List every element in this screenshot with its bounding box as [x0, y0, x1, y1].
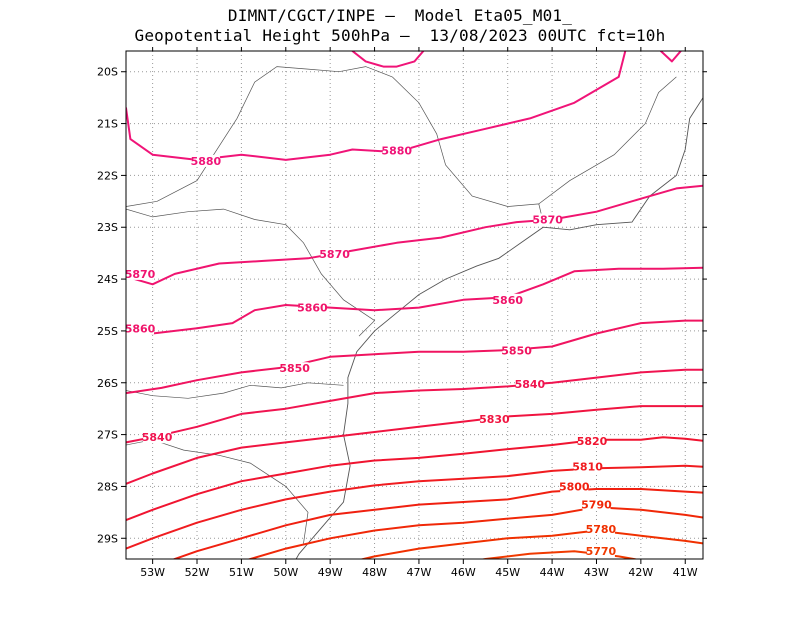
contour-label-bg: [320, 248, 349, 261]
contour-label-5870: 5870: [319, 248, 350, 261]
contour-label-bg: [382, 144, 411, 157]
contour-label-bg: [298, 301, 327, 314]
contour-label-bg: [515, 377, 544, 390]
y-tick-label: 22S: [97, 169, 118, 182]
contour-label-bg: [493, 293, 522, 306]
contour-line-5880: [659, 51, 682, 63]
x-tick-label: 48W: [362, 566, 387, 579]
plot-frame: [125, 50, 704, 560]
contour-label-bg: [480, 413, 509, 426]
plot-area: [126, 51, 703, 559]
x-tick-label: 41W: [673, 566, 698, 579]
contour-line-5790: [246, 506, 703, 559]
contour-label-bg: [502, 344, 531, 357]
x-tick-label: 53W: [140, 566, 165, 579]
contour-line-5830: [126, 405, 703, 485]
y-tick-label: 21S: [97, 118, 118, 131]
x-tick-label: 50W: [273, 566, 298, 579]
x-tick-label: 51W: [229, 566, 254, 579]
state-border: [538, 76, 677, 205]
contour-line-5770: [479, 550, 640, 559]
x-tick-label: 45W: [495, 566, 520, 579]
contour-label-bg: [126, 267, 154, 280]
contour-line-5800: [171, 488, 703, 559]
state-border: [392, 76, 544, 223]
contour-label-bg: [578, 434, 607, 447]
y-tick-label: 26S: [97, 377, 118, 390]
contour-line-5810: [126, 464, 703, 550]
contour-line-5880: [351, 51, 425, 68]
contour-line-5780: [359, 529, 703, 559]
contour-label-5860: 5860: [297, 302, 328, 315]
x-tick-label: 46W: [451, 566, 476, 579]
state-border: [126, 382, 344, 399]
contour-label-5820: 5820: [577, 435, 608, 448]
contour-line-5880: [126, 51, 627, 161]
contour-label-5850: 5850: [501, 345, 532, 358]
y-tick-label: 28S: [97, 480, 118, 493]
contour-label-5770: 5770: [586, 545, 617, 558]
contour-line-5860: [126, 266, 703, 335]
contour-label-5800: 5800: [559, 480, 590, 493]
contour-line-5870: [126, 184, 703, 286]
contour-label-5870: 5870: [532, 213, 563, 226]
y-axis: 20S 21S 22S 23S 24S 25S 26S 27S 28S 29S: [97, 66, 707, 545]
y-tick-label: 23S: [97, 221, 118, 234]
x-tick-label: 42W: [628, 566, 653, 579]
contour-line-5820: [126, 436, 703, 522]
contour-label-5860: 5860: [125, 322, 156, 335]
contour-label-bg: [582, 498, 611, 511]
state-border: [126, 208, 376, 337]
x-axis: 53W 52W 51W 50W 49W 48W 47W 46W 45W 44W 43W 42W 41W: [140, 47, 698, 579]
contour-labels: 5880 5880 5870 5870 5870 5860 5860 5860 5850 5850…: [125, 144, 617, 558]
contour-label-5840: 5840: [515, 378, 546, 391]
y-tick-label: 29S: [97, 532, 118, 545]
contour-label-5880: 5880: [191, 155, 222, 168]
x-tick-label: 47W: [407, 566, 432, 579]
x-tick-label: 52W: [185, 566, 210, 579]
y-tick-label: 20S: [97, 66, 118, 79]
contour-line-5840: [126, 368, 703, 444]
grid-lines: [126, 51, 703, 559]
chart-title-line1: DIMNT/CGCT/INPE — Model Eta05_M01_: [227, 6, 573, 25]
contour-label-bg: [586, 545, 615, 558]
x-tick-label: 44W: [540, 566, 565, 579]
x-tick-label: 43W: [584, 566, 609, 579]
y-tick-label: 24S: [97, 273, 118, 286]
contour-label-5860: 5860: [492, 294, 523, 307]
contour-label-5780: 5780: [586, 523, 617, 536]
contour-label-5810: 5810: [572, 461, 603, 474]
contour-label-5850: 5850: [279, 362, 310, 375]
x-tick-label: 49W: [318, 566, 343, 579]
contour-label-bg: [191, 154, 220, 167]
contour-label-5790: 5790: [581, 499, 612, 512]
state-border: [126, 66, 393, 207]
contour-label-bg: [586, 522, 615, 535]
contour-label-bg: [280, 362, 309, 375]
contour-label-bg: [143, 431, 172, 444]
contour-label-5840: 5840: [142, 431, 173, 444]
contour-line-5850: [126, 319, 703, 395]
contour-label-bg: [560, 480, 589, 493]
y-tick-label: 25S: [97, 325, 118, 338]
contour-label-bg: [573, 460, 602, 473]
contour-layer: [126, 51, 703, 559]
contour-label-5880: 5880: [381, 145, 412, 158]
contour-label-5830: 5830: [479, 413, 510, 426]
contour-label-bg: [533, 213, 562, 226]
chart-title-line2: Geopotential Height 500hPa — 13/08/2023 …: [134, 26, 666, 45]
y-tick-label: 27S: [97, 429, 118, 442]
contour-label-bg: [126, 322, 154, 335]
contour-label-5870: 5870: [125, 268, 156, 281]
